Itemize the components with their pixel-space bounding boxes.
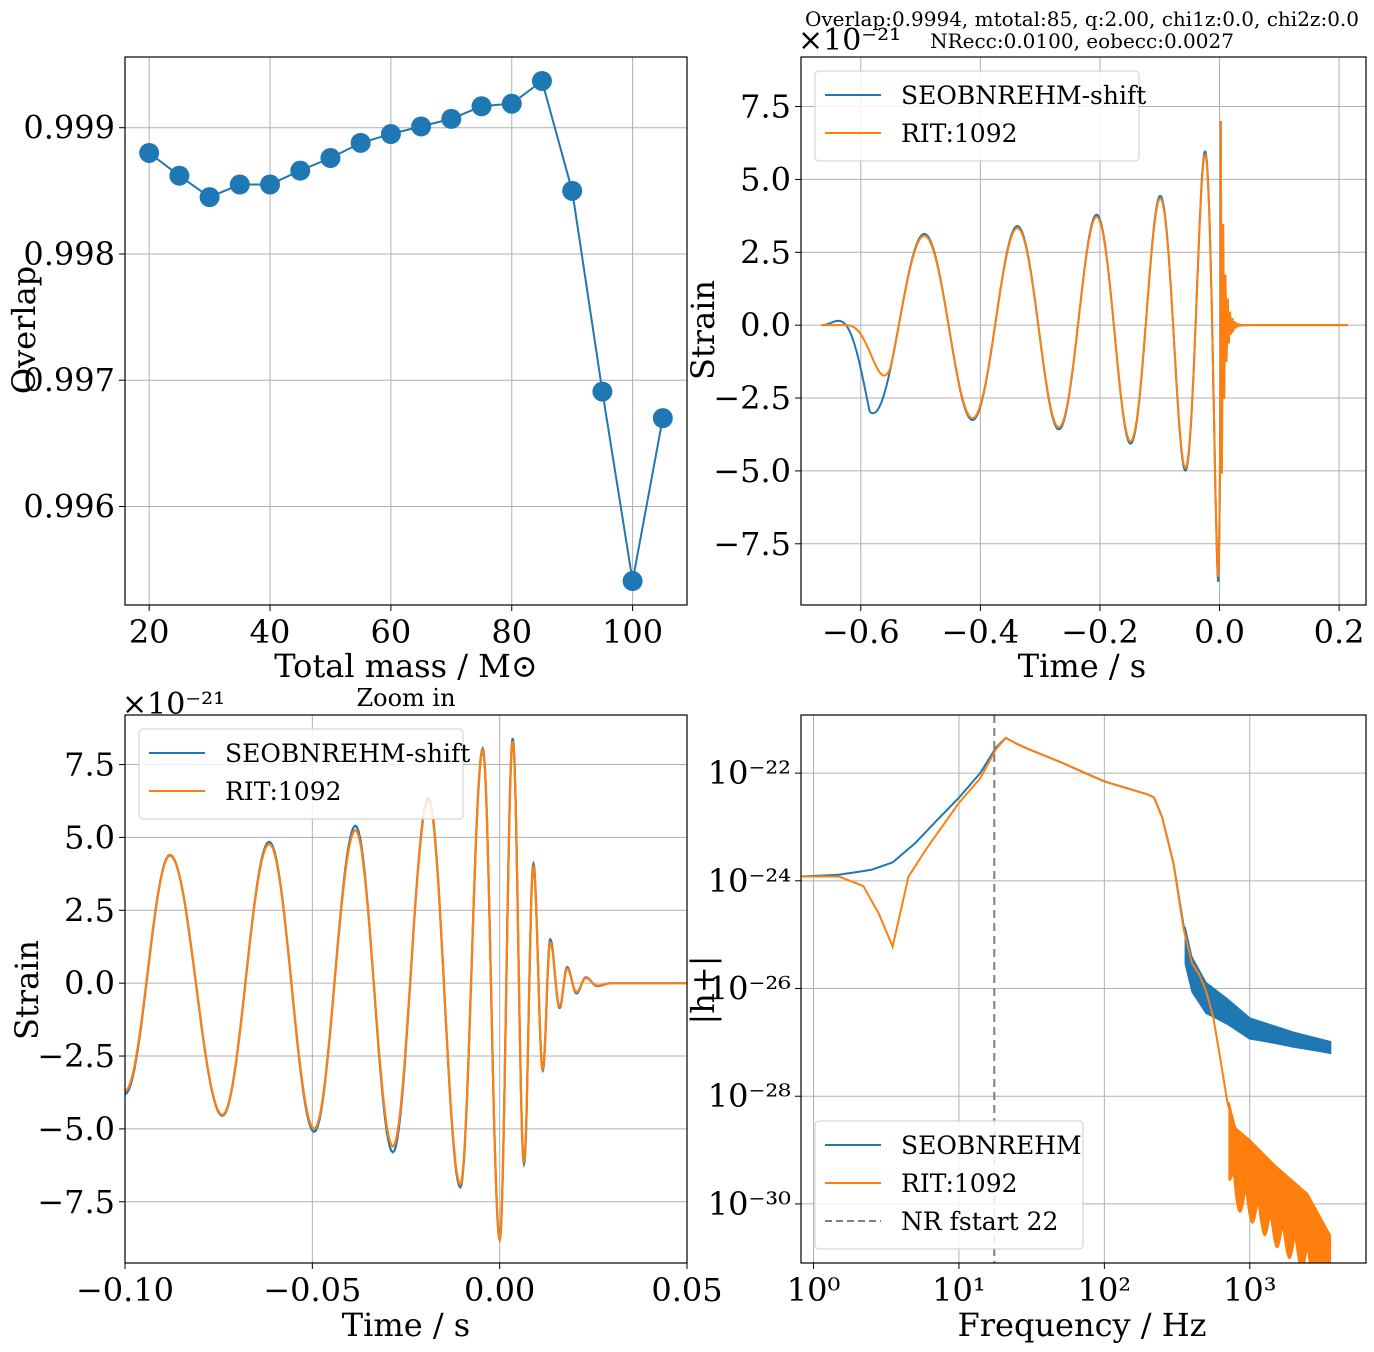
y-tick-label: 7.5 <box>64 746 115 784</box>
x-tick-label: 40 <box>250 613 291 651</box>
spectrum-series-seobnrehm <box>801 736 1331 1049</box>
zoom-series-rit <box>125 740 687 1244</box>
y-tick-label: 0.996 <box>23 488 115 526</box>
chart-subtitle: NRecc:0.0100, eobecc:0.0027 <box>930 29 1234 53</box>
x-tick-label: 10⁰ <box>787 1271 841 1309</box>
y-tick-label: 2.5 <box>64 891 115 929</box>
plot-frame <box>124 714 688 1264</box>
overlap-point <box>320 148 341 169</box>
strain-full-panel: Overlap:0.9994, mtotal:85, q:2.00, chi1z… <box>684 7 1367 685</box>
overlap-line <box>148 79 664 582</box>
x-tick-label: 0.05 <box>651 1271 722 1309</box>
plot-frame <box>800 56 1367 606</box>
legend-entry: RIT:1092 <box>901 1169 1018 1198</box>
y-tick-label: 10⁻³⁰ <box>708 1185 791 1223</box>
legend-entry: NR fstart 22 <box>901 1207 1058 1236</box>
legend-entry: SEOBNREHM <box>901 1131 1082 1160</box>
spectrum-series-seobnrehm-noise <box>1184 926 1332 1054</box>
y-tick-label: 0.0 <box>64 964 115 1002</box>
chart-title: Zoom in <box>356 684 455 712</box>
legend-box <box>138 728 464 820</box>
x-tick-label: 0.00 <box>464 1271 535 1309</box>
overlap-point <box>592 381 613 402</box>
chart-title: Overlap:0.9994, mtotal:85, q:2.00, chi1z… <box>805 7 1359 31</box>
legend-entry: RIT:1092 <box>225 777 342 806</box>
legend-box <box>814 1120 1084 1250</box>
x-tick-label: 20 <box>129 613 170 651</box>
y-tick-label: −2.5 <box>713 379 791 417</box>
overlap-point <box>350 132 371 153</box>
overlap-point <box>622 571 643 592</box>
overlap-point <box>501 93 522 114</box>
overlap-point <box>260 174 281 195</box>
y-tick-label: 10⁻²² <box>708 754 791 792</box>
y-tick-label: 10⁻²⁸ <box>708 1077 791 1115</box>
overlap-point <box>199 187 220 208</box>
x-tick-label: 0.0 <box>1194 613 1245 651</box>
y-tick-label: 10⁻²⁶ <box>708 970 791 1008</box>
x-tick-label: −0.2 <box>1061 613 1139 651</box>
x-tick-label: −0.10 <box>76 1271 174 1309</box>
strain-zoom-panel: Zoom in ×10⁻²¹ −0.10 −0.05 0.00 0.05 −7.5 −5.… <box>8 684 723 1344</box>
y-tick-label: 7.5 <box>740 88 791 126</box>
y-tick-label: 5.0 <box>740 160 791 198</box>
x-tick-label: −0.05 <box>263 1271 361 1309</box>
x-tick-label: 80 <box>491 613 532 651</box>
overlap-point <box>169 165 190 186</box>
y-tick-label: −7.5 <box>37 1183 115 1221</box>
legend-box <box>814 70 1140 162</box>
y-axis-label: |h+| <box>684 956 722 1025</box>
legend-entry: SEOBNREHM-shift <box>225 739 470 768</box>
y-tick-label: 0.999 <box>23 109 115 147</box>
x-axis-label: Time / s <box>342 1306 470 1344</box>
x-tick-label: 10¹ <box>932 1271 986 1309</box>
overlap-point <box>471 96 492 117</box>
y-tick-label: −5.0 <box>713 452 791 490</box>
y-tick-label: 0.0 <box>740 306 791 344</box>
x-tick-label: −0.4 <box>942 613 1020 651</box>
y-tick-label: 0.997 <box>23 361 115 399</box>
y-tick-label: 0.998 <box>23 235 115 273</box>
overlap-point <box>531 70 552 91</box>
y-axis-label: Strain <box>8 940 46 1040</box>
overlap-point <box>652 408 673 429</box>
overlap-point <box>441 108 462 129</box>
x-tick-label: 100 <box>602 613 663 651</box>
y-offset-text: ×10⁻²¹ <box>798 23 901 58</box>
spectrum-series-rit-noise <box>1228 1101 1332 1263</box>
y-axis-label: Overlap <box>5 266 43 394</box>
x-tick-label: 10³ <box>1223 1271 1277 1309</box>
y-axis-label: Strain <box>684 280 722 380</box>
x-axis-label: Total mass / M⊙ <box>274 647 537 685</box>
legend-entry: SEOBNREHM-shift <box>901 81 1146 110</box>
overlap-point <box>380 124 401 145</box>
spectrum-series-rit <box>801 736 1332 1243</box>
x-axis-label: Time / s <box>1018 647 1146 685</box>
y-tick-label: 2.5 <box>740 233 791 271</box>
x-tick-label: 0.2 <box>1314 613 1365 651</box>
legend-entry: RIT:1092 <box>901 119 1018 148</box>
x-tick-label: −0.6 <box>822 613 900 651</box>
y-tick-label: −5.0 <box>37 1110 115 1148</box>
plot-frame <box>124 56 688 606</box>
overlap-point <box>562 180 583 201</box>
y-tick-label: −7.5 <box>713 525 791 563</box>
strain-series-seobnrehm <box>820 121 1348 582</box>
overlap-point <box>411 116 432 137</box>
overlap-point <box>229 174 250 195</box>
overlap-point <box>139 142 160 163</box>
strain-series-rit <box>820 121 1348 577</box>
spectrum-panel: 10⁰ 10¹ 10² 10³ 10⁻³⁰ 10⁻²⁸ 10⁻²⁶ 10⁻²⁴ 10⁻²² SE… <box>684 714 1367 1344</box>
x-tick-label: 60 <box>371 613 412 651</box>
plot-frame <box>800 714 1367 1264</box>
x-axis-label: Frequency / Hz <box>958 1306 1207 1344</box>
y-offset-text: ×10⁻²¹ <box>122 687 225 722</box>
overlap-panel: 20 40 60 80 100 0.996 0.997 0.998 0.999 Total ma… <box>5 56 688 685</box>
y-tick-label: 10⁻²⁴ <box>708 862 791 900</box>
x-tick-label: 10² <box>1078 1271 1132 1309</box>
y-tick-label: −2.5 <box>37 1037 115 1075</box>
overlap-point <box>290 160 311 181</box>
y-tick-label: 5.0 <box>64 818 115 856</box>
